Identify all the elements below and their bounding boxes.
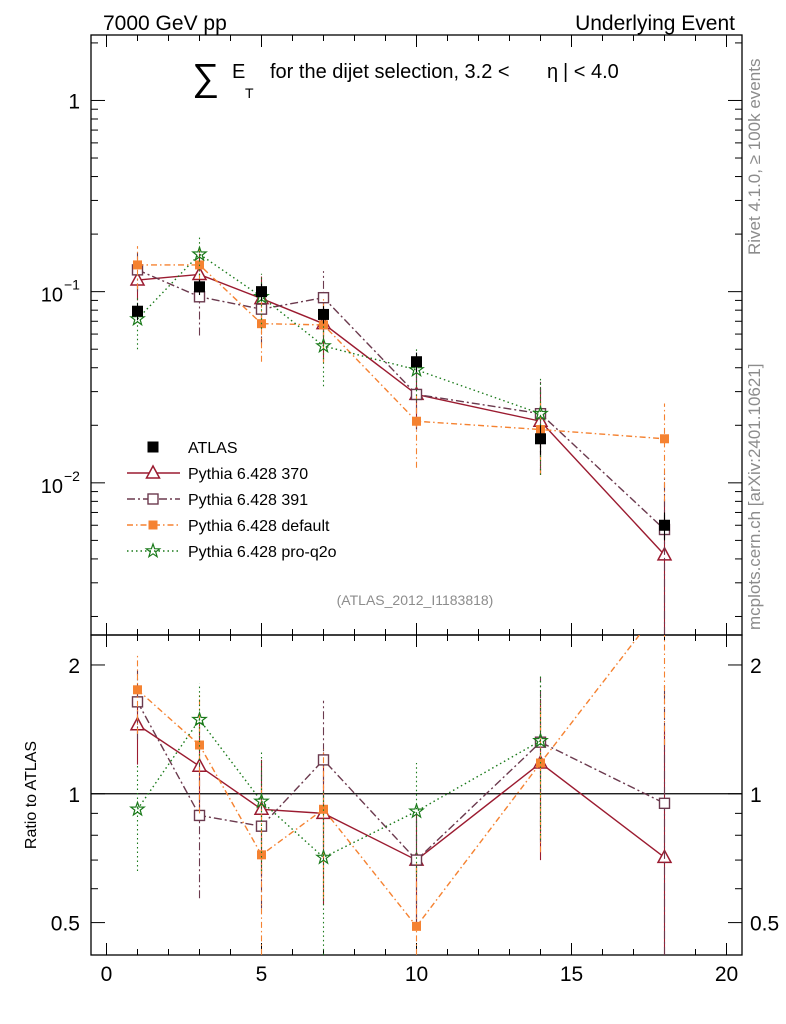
rivet-watermark: Rivet 4.1.0, ≥ 100k events (745, 59, 764, 255)
ratio-data-point (408, 802, 425, 819)
data-point (532, 404, 549, 421)
ratio-data-point (253, 792, 270, 809)
analysis-reference-label: (ATLAS_2012_I1183818) (337, 592, 494, 608)
ratio-y-tick-label: 0.5 (51, 913, 80, 936)
data-point (194, 281, 205, 293)
main-axes: 110−110−2 (41, 35, 742, 635)
y-tick-label: 10 (41, 285, 63, 307)
plot-title: ∑ E T for the dijet selection, 3.2 < η |… (192, 57, 619, 101)
data-point (132, 305, 143, 317)
ratio-y-tick-label-right: 0.5 (750, 913, 779, 936)
legend-entry-atlas: ATLAS (147, 440, 238, 457)
ratio-series-pq2o (129, 676, 549, 955)
data-point (318, 308, 329, 320)
data-point (659, 519, 670, 531)
header-left: 7000 GeV pp (103, 12, 227, 35)
x-tick-label: 15 (560, 963, 583, 986)
x-tick-label: 0 (101, 963, 113, 986)
series-line (137, 273, 666, 556)
x-tick-label: 20 (715, 963, 738, 986)
data-point (319, 320, 328, 330)
y-tick-label: 10 (41, 476, 63, 498)
title-sum-symbol: ∑ (192, 57, 219, 99)
legend-entry-pq2o: Pythia 6.428 pro-q2o (127, 542, 337, 561)
ratio-data-point (410, 854, 423, 866)
legend-marker (148, 520, 158, 530)
header-right: Underlying Event (575, 12, 735, 35)
data-point (315, 337, 332, 354)
title-t-subscript: T (245, 85, 254, 101)
ratio-data-point (195, 740, 204, 750)
ratio-series-pdefault (133, 635, 666, 955)
data-point (191, 245, 208, 262)
legend-label: Pythia 6.428 391 (188, 492, 308, 509)
data-point (535, 433, 546, 445)
legend-entry-p370: Pythia 6.428 370 (127, 464, 308, 483)
legend-marker (147, 493, 159, 505)
data-point (256, 286, 267, 298)
title-e: E (232, 61, 245, 83)
title-tail: | < 4.0 (563, 61, 619, 83)
ratio-data-point (412, 921, 421, 931)
ratio-data-point (532, 731, 549, 748)
data-point (317, 291, 330, 304)
ratio-data-point (315, 848, 332, 865)
data-point (129, 310, 146, 327)
legend-marker (145, 464, 161, 479)
ratio-series-line (137, 724, 665, 861)
legend: ATLAS Pythia 6.428 370 Pythia 6.428 391 Pyt… (127, 440, 337, 561)
legend-label: Pythia 6.428 default (188, 518, 330, 535)
ratio-y-tick-label-right: 2 (750, 655, 762, 678)
legend-entry-pdefault: Pythia 6.428 default (127, 518, 330, 535)
ratio-y-tick-label: 1 (68, 784, 80, 807)
series-atlas (132, 279, 670, 541)
title-eta: η (547, 61, 558, 83)
legend-label: ATLAS (188, 440, 238, 457)
data-point (660, 434, 669, 444)
ratio-series-layer (129, 635, 673, 955)
data-point (411, 356, 422, 368)
legend-label: Pythia 6.428 370 (188, 466, 308, 483)
ratio-axes: 2 2 1 1 0.5 0.5 (51, 635, 779, 955)
ratio-series-p391 (131, 670, 671, 955)
legend-entry-p391: Pythia 6.428 391 (127, 492, 308, 509)
y-tick-label-exponent: −2 (64, 468, 80, 484)
ratio-series-line (136, 701, 665, 862)
ratio-y-tick-label: 2 (68, 655, 80, 678)
ratio-data-point (133, 685, 142, 695)
ratio-data-point (658, 797, 671, 810)
legend-label: Pythia 6.428 pro-q2o (188, 544, 337, 561)
legend-marker (144, 542, 162, 559)
data-point (408, 360, 425, 377)
ratio-y-tick-label-right: 1 (750, 784, 762, 807)
ratio-y-axis-label: Ratio to ATLAS (23, 741, 40, 849)
ratio-series-line (136, 718, 541, 859)
y-tick-label-exponent: −1 (64, 277, 80, 293)
ratio-data-point (191, 710, 208, 727)
series-line (137, 264, 665, 440)
mcplots-watermark: mcplots.cern.ch [arXiv:2401.10621] (745, 364, 764, 630)
ratio-data-point (319, 804, 328, 814)
x-tick-label: 5 (256, 963, 268, 986)
data-point (412, 416, 421, 426)
series-line (137, 269, 665, 531)
series-pdefault (133, 243, 669, 502)
data-point (133, 260, 142, 270)
ratio-data-point (129, 800, 146, 817)
y-tick-label: 1 (68, 90, 80, 113)
ratio-series-p370 (129, 691, 673, 955)
legend-marker (147, 441, 159, 453)
main-series-layer (129, 237, 673, 635)
title-text: for the dijet selection, 3.2 < (270, 61, 510, 83)
ratio-data-point (257, 850, 266, 860)
x-axis-tick-labels: 0 5 10 15 20 (101, 963, 739, 986)
x-tick-label: 10 (405, 963, 428, 986)
